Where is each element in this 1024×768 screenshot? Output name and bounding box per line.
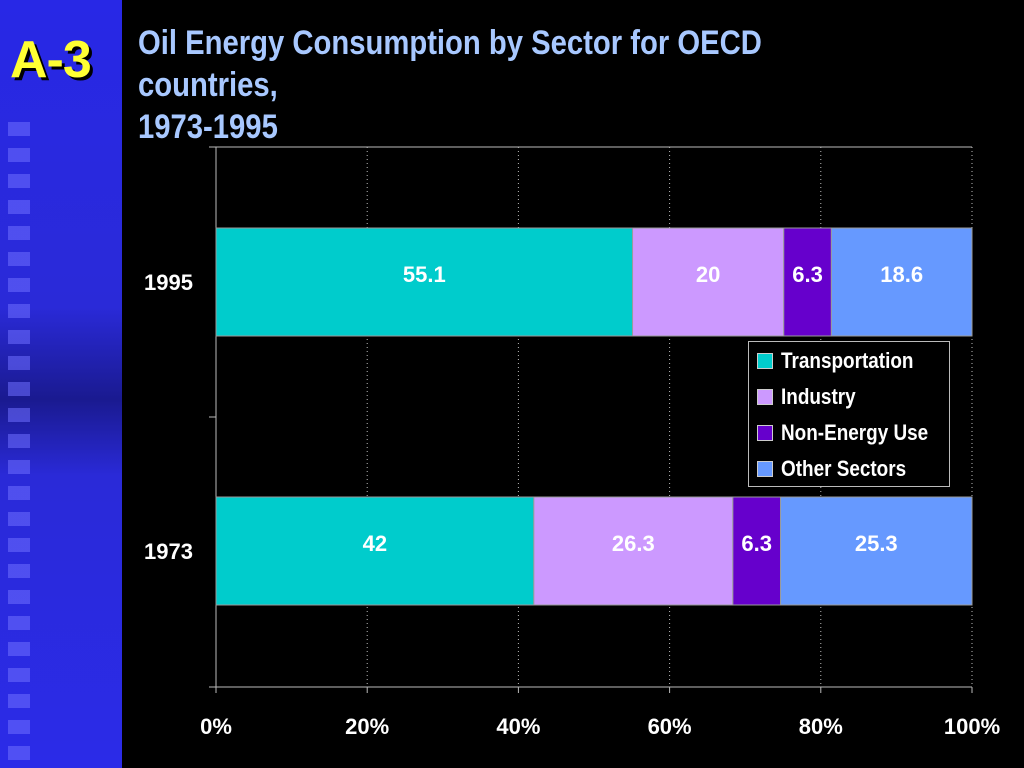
bar-data-label: 25.3 <box>855 531 898 556</box>
legend-swatch <box>757 425 773 441</box>
bar-segment <box>215 227 634 337</box>
legend-label: Other Sectors <box>781 456 907 481</box>
bar-segment <box>215 496 535 606</box>
x-tick-label: 60% <box>648 714 692 739</box>
legend-swatch <box>757 461 773 477</box>
bar-data-label: 6.3 <box>792 262 823 287</box>
bar-data-label: 26.3 <box>612 531 655 556</box>
sidebar-decoration <box>8 122 30 762</box>
bar-data-label: 55.1 <box>403 262 446 287</box>
bar-data-label: 20 <box>696 262 720 287</box>
bar-segment <box>533 496 734 606</box>
legend-item: Industry <box>757 384 868 410</box>
legend-swatch <box>757 353 773 369</box>
x-tick-label: 20% <box>345 714 389 739</box>
bar-segment <box>732 496 782 606</box>
legend-item: Transportation <box>757 348 935 374</box>
legend-label: Non-Energy Use <box>781 420 929 445</box>
x-tick-label: 0% <box>200 714 232 739</box>
chart-legend: Transportation Industry Non-Energy Use Othe… <box>748 341 950 487</box>
y-category-label: 1995 <box>144 270 193 295</box>
legend-item: Non-Energy Use <box>757 420 952 446</box>
slide-label: A-3 <box>10 31 92 89</box>
legend-label: Transportation <box>781 348 914 373</box>
chart-title-line-1: Oil Energy Consumption by Sector for OEC… <box>138 24 762 104</box>
bar-data-label: 6.3 <box>741 531 772 556</box>
x-tick-label: 100% <box>944 714 1000 739</box>
bar-segment <box>783 227 832 337</box>
chart-title: Oil Energy Consumption by Sector for OEC… <box>138 22 895 148</box>
chart-title-line-2: 1973-1995 <box>138 108 278 146</box>
bar-segment <box>830 227 973 337</box>
bar-segment <box>632 227 785 337</box>
legend-swatch <box>757 389 773 405</box>
sidebar-band <box>0 0 122 768</box>
legend-label: Industry <box>781 384 856 409</box>
legend-item: Other Sectors <box>757 456 927 482</box>
x-tick-label: 80% <box>799 714 843 739</box>
bar-data-label: 18.6 <box>880 262 923 287</box>
y-category-label: 1973 <box>144 539 193 564</box>
bar-data-label: 42 <box>363 531 387 556</box>
bar-segment <box>780 496 973 606</box>
x-tick-label: 40% <box>496 714 540 739</box>
